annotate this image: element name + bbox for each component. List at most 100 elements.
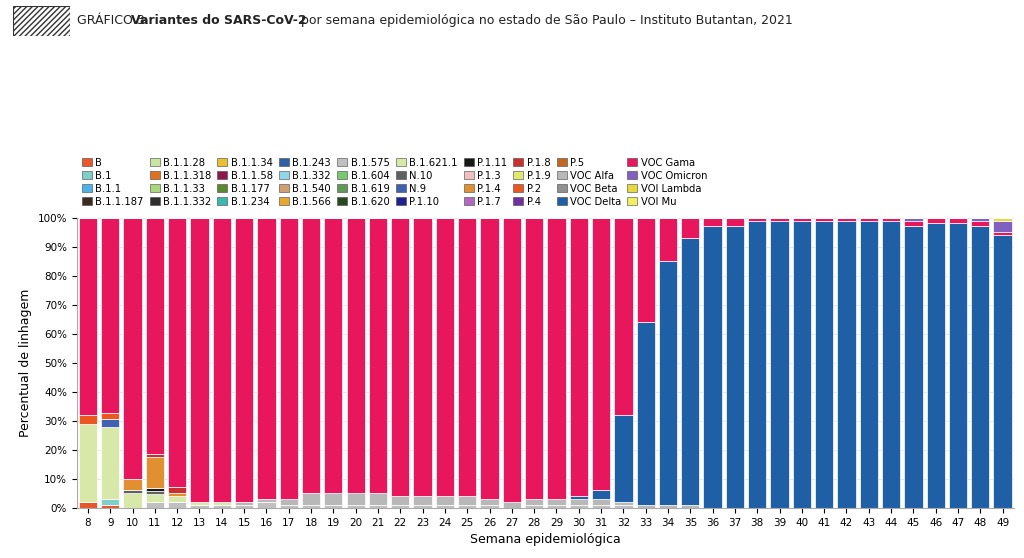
Bar [859,218,878,220]
Y-axis label: Percentual de linhagem: Percentual de linhagem [19,288,32,437]
Bar [213,502,231,505]
Bar [949,218,967,223]
Bar [569,499,588,505]
Bar [658,218,677,261]
Bar [79,415,97,424]
Bar [503,502,521,508]
Bar [168,496,186,502]
Bar [101,218,120,413]
Bar [213,218,231,502]
Bar [904,218,923,220]
Bar [749,220,766,508]
Legend: B, B.1, B.1.1, B.1.1.187, B.1.1.28, B.1.1.318, B.1.1.33, B.1.1.332, B.1.1.34, B.: B, B.1, B.1.1, B.1.1.187, B.1.1.28, B.1.… [82,158,708,207]
Bar [882,220,900,508]
Bar [101,418,120,427]
Bar [101,505,120,508]
Bar [234,502,253,505]
Bar [525,505,544,508]
Bar [369,505,387,508]
Bar [614,505,633,508]
Bar [525,218,544,499]
Bar [637,505,654,508]
Bar [346,505,365,508]
Bar [569,218,588,496]
Bar [325,493,342,505]
Bar [993,232,1012,235]
Bar [770,220,788,508]
Bar [726,227,744,508]
Bar [993,235,1012,508]
Bar [101,413,120,418]
Bar [213,505,231,508]
Bar [458,505,476,508]
Bar [436,218,454,496]
Bar [458,496,476,505]
Text: por semana epidemiológica no estado de São Paulo – Instituto Butantan, 2021: por semana epidemiológica no estado de S… [297,14,793,27]
Bar [124,218,141,479]
Bar [145,456,164,488]
Bar [346,493,365,505]
Bar [637,218,654,322]
Bar [971,218,989,220]
Bar [190,502,209,505]
Bar [168,493,186,496]
Bar [904,220,923,227]
Bar [658,261,677,505]
Bar [927,218,945,223]
Bar [458,218,476,496]
Bar [592,499,610,505]
Bar [369,493,387,505]
Bar [234,218,253,502]
Bar [770,218,788,220]
Bar [79,424,97,502]
Bar [749,218,766,220]
Bar [145,494,164,502]
Bar [815,220,834,508]
Bar [124,493,141,508]
Bar [480,499,499,505]
Bar [838,218,856,220]
Bar [993,218,1012,220]
Bar [302,505,321,508]
Bar [325,218,342,493]
Bar [124,490,141,493]
Bar [414,505,432,508]
Bar [145,502,164,508]
Bar [257,499,275,502]
Bar [971,227,989,508]
Bar [927,223,945,508]
Bar [436,505,454,508]
Bar [414,496,432,505]
Text: Variantes do SARS-CoV-2: Variantes do SARS-CoV-2 [131,14,307,27]
Bar [391,496,410,505]
Bar [592,505,610,508]
Bar [993,220,1012,232]
Bar [547,505,565,508]
Bar [436,496,454,505]
Bar [234,505,253,508]
Bar [815,218,834,220]
Bar [280,505,298,508]
Bar [726,218,744,227]
Bar [592,490,610,499]
Bar [480,505,499,508]
Bar [257,218,275,499]
Bar [614,502,633,505]
Bar [280,218,298,499]
Bar [904,227,923,508]
Bar [793,220,811,508]
Bar [503,218,521,502]
Bar [145,488,164,490]
Bar [145,218,164,454]
Bar [280,499,298,505]
Bar [190,505,209,508]
Bar [101,427,120,499]
Bar [124,479,141,490]
Bar [525,499,544,505]
Bar [637,322,654,505]
Bar [369,218,387,493]
Bar [592,218,610,490]
X-axis label: Semana epidemiológica: Semana epidemiológica [470,533,621,546]
Bar [257,502,275,508]
Text: GRÁFICO 3.: GRÁFICO 3. [77,14,153,27]
